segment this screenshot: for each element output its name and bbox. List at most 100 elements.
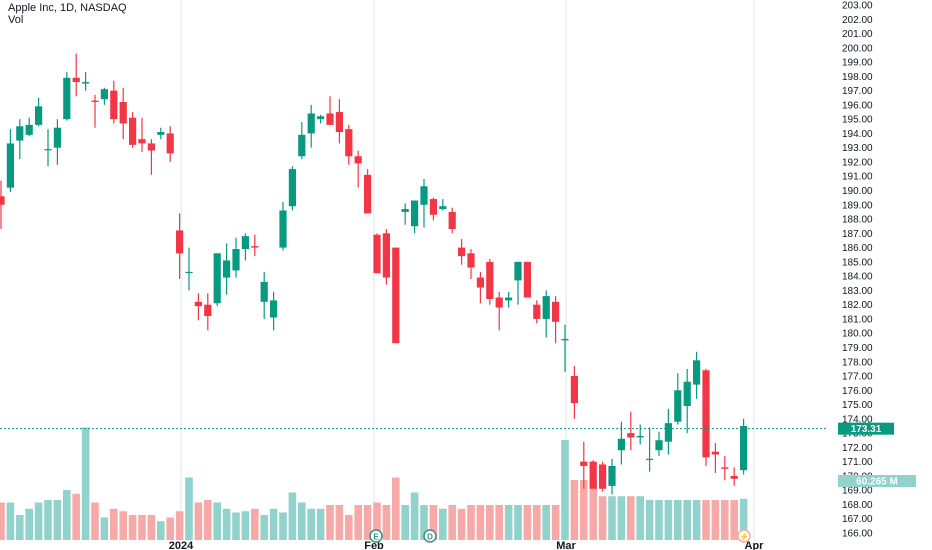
time-axis[interactable]: 2024 Feb Mar Apr <box>169 540 764 550</box>
last-price-label: 173.31 <box>851 424 882 435</box>
candle-body <box>674 390 682 422</box>
price-tick-label: 183.00 <box>842 286 873 297</box>
volume-bar <box>448 505 456 540</box>
candle-body <box>702 370 710 458</box>
volume-bar <box>363 505 372 540</box>
price-tick-label: 197.00 <box>842 86 873 97</box>
volume-bar <box>6 502 15 540</box>
candle-body <box>44 149 52 151</box>
candle-body <box>655 440 663 451</box>
price-tick-label: 180.00 <box>842 329 873 340</box>
volume-bar <box>674 500 682 540</box>
candle-body <box>683 381 691 406</box>
volume-bar <box>523 505 532 540</box>
volume-bar <box>486 505 494 540</box>
volume-bar <box>711 500 720 540</box>
candle-body <box>476 277 484 288</box>
candle-body <box>561 338 569 341</box>
volume-bar <box>730 500 738 540</box>
candle-body <box>82 82 90 84</box>
candle-body <box>458 247 466 257</box>
volume-bar <box>476 505 485 540</box>
candle-body <box>617 438 625 451</box>
volume-bars <box>0 427 748 540</box>
volume-bar <box>429 505 438 540</box>
price-axis[interactable]: 203.00 202.00 201.00 200.00 199.00 198.00 197.… <box>842 1 873 540</box>
volume-bar <box>702 500 710 540</box>
volume-bar <box>260 515 268 540</box>
candle-body <box>317 116 325 120</box>
candle-body <box>364 174 372 214</box>
price-tick-label: 167.00 <box>842 514 873 525</box>
price-tick-label: 171.00 <box>842 457 873 468</box>
price-tick-label: 169.00 <box>842 486 873 497</box>
price-tick-label: 178.00 <box>842 357 873 368</box>
candle-body <box>119 102 127 124</box>
chart-legend: Apple Inc, 1D, NASDAQ Vol <box>8 2 127 26</box>
volume-bar <box>53 500 62 540</box>
volume-bar <box>119 511 127 540</box>
candle-body <box>730 475 738 479</box>
price-tags: 173.31 60.265 M <box>0 422 916 488</box>
candle-body <box>467 253 475 268</box>
time-tick-label: Feb <box>364 540 384 550</box>
price-tick-label: 177.00 <box>842 372 873 383</box>
volume-bar <box>166 517 174 540</box>
candle-body <box>439 206 447 210</box>
candle-body <box>298 134 306 157</box>
volume-bar <box>467 505 475 540</box>
price-tick-label: 176.00 <box>842 386 873 397</box>
volume-bar <box>241 511 250 540</box>
candle-body <box>129 117 137 145</box>
volume-bar <box>63 490 71 540</box>
candle-body <box>486 261 494 299</box>
price-tick-label: 195.00 <box>842 115 873 126</box>
volume-bar <box>617 496 626 540</box>
candle-body <box>100 89 108 100</box>
volume-bar <box>636 496 644 540</box>
candle-body <box>580 461 588 466</box>
volume-bar <box>316 508 325 540</box>
volume-bar <box>410 492 419 540</box>
volume-bar <box>589 480 597 540</box>
candle-body <box>646 458 654 460</box>
event-marker-label: E <box>373 533 379 542</box>
volume-bar <box>608 496 616 540</box>
volume-bar <box>185 477 193 540</box>
volume-bar <box>542 505 550 540</box>
price-tick-label: 184.00 <box>842 272 873 283</box>
volume-bar <box>721 500 729 540</box>
volume-bar <box>34 502 43 540</box>
candle-body <box>72 77 80 83</box>
volume-bar <box>25 508 33 540</box>
candle-body <box>213 253 221 304</box>
price-tick-label: 166.00 <box>842 529 873 540</box>
price-tick-label: 196.00 <box>842 100 873 111</box>
candle-body <box>392 247 400 344</box>
candle-body <box>288 169 296 207</box>
volume-bar <box>232 512 240 540</box>
volume-bar <box>645 500 654 540</box>
volume-bar <box>495 505 503 540</box>
candle-body <box>157 132 165 135</box>
candle-body <box>354 156 362 164</box>
last-price-tag <box>838 422 894 435</box>
volume-bar <box>157 521 165 540</box>
volume-bar <box>373 502 381 540</box>
volume-bar <box>655 500 663 540</box>
volume-bar <box>16 515 24 540</box>
volume-bar <box>269 508 278 540</box>
time-tick-label: Apr <box>745 540 765 550</box>
candle-body <box>63 77 71 120</box>
time-tick-label: 2024 <box>169 540 194 550</box>
candle-body <box>110 90 118 120</box>
candle-body <box>721 467 729 469</box>
volume-bar <box>514 505 522 540</box>
volume-bar <box>335 505 344 540</box>
candle-body <box>279 210 287 248</box>
candle-body <box>53 127 61 148</box>
volume-bar <box>692 500 701 540</box>
candle-body <box>495 297 503 308</box>
grid-lines <box>180 0 755 540</box>
